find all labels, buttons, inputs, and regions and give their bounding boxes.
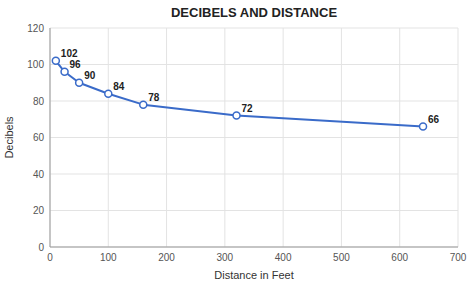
point (52, 57, 59, 64)
x-tick-label: 100 (100, 252, 117, 263)
x-axis-label: Distance in Feet (214, 269, 293, 281)
point (140, 101, 147, 108)
x-grid-line (399, 28, 400, 247)
line (56, 61, 423, 127)
x-grid-line (341, 28, 342, 247)
title: DECIBELS AND DISTANCE (171, 5, 337, 20)
x-tick-label: 0 (47, 252, 53, 263)
x-tick-label: 400 (275, 252, 292, 263)
x-grid-line (458, 28, 459, 247)
y-axis-line (50, 28, 51, 247)
y-grid-line (50, 247, 458, 248)
x-tick-label: 600 (391, 252, 408, 263)
y-tick-label: 20 (33, 205, 45, 216)
x-grid-line (50, 28, 51, 247)
x-grid-line (108, 28, 109, 247)
point (61, 68, 68, 75)
x-tick-label: 200 (158, 252, 175, 263)
chart: DECIBELS AND DISTANCE 0 20 40 60 80 100 120 0 100… (0, 0, 474, 287)
y-tick-label: 40 (33, 169, 45, 180)
y-grid-line (50, 101, 458, 102)
y-axis-label: Decibels (3, 116, 15, 159)
y-tick-label: 60 (33, 132, 45, 143)
data-label: 66 (428, 114, 440, 125)
data-label: 72 (242, 103, 254, 114)
data-label: 96 (70, 59, 82, 70)
x-axis-line (50, 247, 458, 248)
y-tick-label: 100 (27, 59, 44, 70)
point (76, 79, 83, 86)
data-label: 102 (61, 48, 78, 59)
point (233, 112, 240, 119)
y-tick-label: 80 (33, 96, 45, 107)
data-label: 84 (113, 81, 125, 92)
x-grid-line (224, 28, 225, 247)
grid (50, 28, 458, 247)
x-grid-line (166, 28, 167, 247)
point (105, 90, 112, 97)
point (420, 123, 427, 130)
chart-container: DECIBELS AND DISTANCE 0 20 40 60 80 100 120 0 100… (0, 0, 474, 287)
y-grid-line (50, 137, 458, 138)
data-label: 78 (148, 92, 160, 103)
x-grid-line (283, 28, 284, 247)
y-grid-line (50, 28, 458, 29)
x-tick-label: 500 (333, 252, 350, 263)
x-tick-label: 700 (450, 252, 467, 263)
data-label: 90 (84, 70, 96, 81)
y-grid-line (50, 174, 458, 175)
y-grid-line (50, 64, 458, 65)
plot-area (52, 57, 426, 130)
y-tick-label: 120 (27, 23, 44, 34)
y-tick-label: 0 (38, 242, 44, 253)
y-grid-line (50, 210, 458, 211)
x-tick-label: 300 (217, 252, 234, 263)
